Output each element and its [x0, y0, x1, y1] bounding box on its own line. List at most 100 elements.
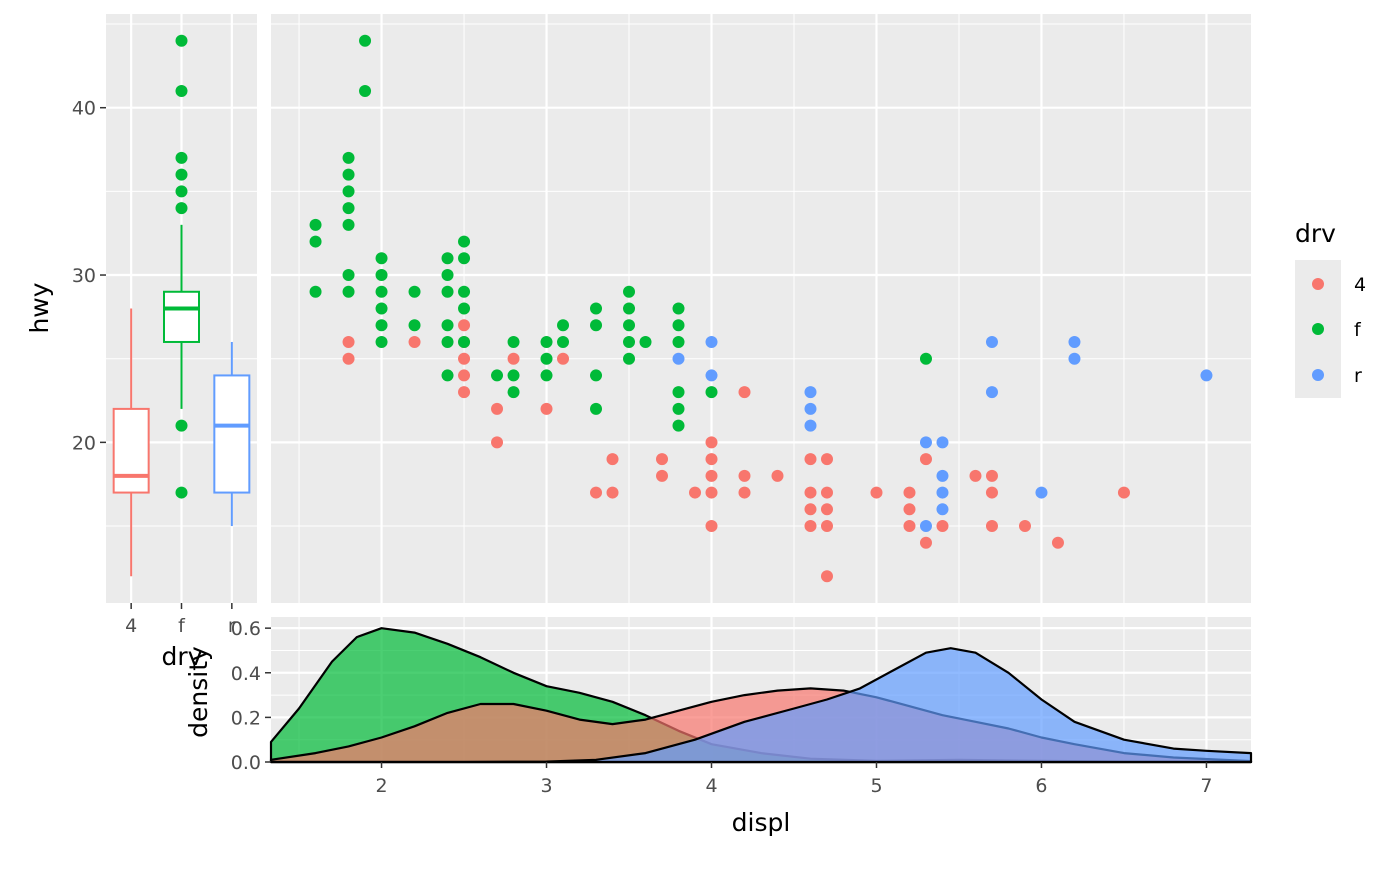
boxplot-y-tick-label: 40 — [72, 98, 96, 120]
scatter-point-r — [936, 469, 949, 482]
scatter-point-4 — [342, 335, 355, 348]
scatter-point-f — [672, 319, 685, 332]
legend-key-4 — [1312, 278, 1324, 290]
density-y-tick-label: 0.2 — [231, 707, 261, 729]
scatter-point-4 — [804, 503, 817, 516]
scatter-point-f — [507, 335, 520, 348]
scatter-point-4 — [820, 520, 833, 533]
scatter-point-4 — [804, 453, 817, 466]
scatter-point-f — [919, 352, 932, 365]
scatter-point-f — [458, 252, 471, 265]
scatter-point-4 — [491, 436, 504, 449]
scatter-point-r — [919, 520, 932, 533]
legend: drv 4 f r — [1295, 219, 1366, 398]
scatter-point-4 — [705, 469, 718, 482]
scatter-point-f — [458, 285, 471, 298]
scatter-point-f — [375, 252, 388, 265]
scatter-point-r — [936, 503, 949, 516]
scatter-point-f — [441, 252, 454, 265]
scatter-point-4 — [870, 486, 883, 499]
scatter-point-r — [705, 369, 718, 382]
density-y-tick-label: 0.0 — [231, 752, 261, 774]
scatter-point-4 — [656, 453, 669, 466]
scatter-point-4 — [1018, 520, 1031, 533]
scatter-point-f — [590, 302, 603, 315]
scatter-point-f — [507, 386, 520, 399]
scatter-point-f — [342, 218, 355, 231]
scatter-point-r — [804, 419, 817, 432]
scatter-point-4 — [705, 453, 718, 466]
scatter-point-f — [359, 84, 372, 97]
scatter-point-f — [590, 319, 603, 332]
scatter-point-4 — [985, 469, 998, 482]
density-y-tick-label: 0.6 — [231, 618, 261, 640]
scatter-point-f — [441, 335, 454, 348]
scatter-point-f — [408, 319, 421, 332]
scatter-point-4 — [820, 570, 833, 583]
scatter-point-f — [590, 369, 603, 382]
scatter-point-f — [623, 302, 636, 315]
scatter-point-4 — [705, 436, 718, 449]
box-outlier-f — [175, 84, 188, 97]
legend-key-r — [1312, 369, 1324, 381]
scatter-point-f — [441, 319, 454, 332]
scatter-point-f — [309, 285, 322, 298]
density-x-tick-label: 2 — [375, 775, 387, 797]
scatter-point-f — [557, 335, 570, 348]
scatter-point-4 — [738, 486, 751, 499]
scatter-point-f — [375, 335, 388, 348]
scatter-point-f — [672, 386, 685, 399]
scatter-point-4 — [985, 486, 998, 499]
density-x-tick-label: 7 — [1200, 775, 1212, 797]
scatter-point-4 — [507, 352, 520, 365]
scatter-point-4 — [540, 402, 553, 415]
scatter-point-4 — [458, 319, 471, 332]
scatter-point-r — [1035, 486, 1048, 499]
scatter-point-r — [936, 436, 949, 449]
scatter-point-f — [458, 235, 471, 248]
boxplot-x-tick-label: r — [228, 615, 236, 637]
scatter-point-f — [623, 352, 636, 365]
scatter-point-4 — [491, 402, 504, 415]
scatter-point-f — [491, 369, 504, 382]
scatter-point-f — [623, 319, 636, 332]
box-f — [163, 290, 200, 343]
box-4 — [112, 407, 150, 494]
scatter-point-f — [309, 218, 322, 231]
scatter-point-4 — [771, 469, 784, 482]
boxplot-x-axis-title: drv — [162, 642, 203, 671]
box-outlier-f — [175, 419, 188, 432]
scatter-point-f — [557, 319, 570, 332]
density-x-axis-title: displ — [732, 808, 791, 837]
scatter-point-f — [672, 302, 685, 315]
scatter-point-4 — [820, 503, 833, 516]
scatter-point-f — [672, 335, 685, 348]
scatter-point-4 — [590, 486, 603, 499]
scatter-point-4 — [689, 486, 702, 499]
density-x-tick-label: 6 — [1035, 775, 1047, 797]
scatter-point-f — [375, 319, 388, 332]
scatter-point-4 — [820, 486, 833, 499]
scatter-point-r — [804, 386, 817, 399]
scatter-point-f — [309, 235, 322, 248]
scatter-point-4 — [820, 453, 833, 466]
scatter-point-4 — [903, 503, 916, 516]
scatter-point-4 — [606, 453, 619, 466]
scatter-point-f — [458, 335, 471, 348]
scatter-point-f — [375, 285, 388, 298]
box-outlier-f — [175, 34, 188, 47]
scatter-point-f — [375, 302, 388, 315]
scatter-point-f — [672, 402, 685, 415]
scatter-point-f — [540, 335, 553, 348]
scatter-point-r — [705, 335, 718, 348]
scatter-point-f — [672, 419, 685, 432]
scatter-point-f — [342, 151, 355, 164]
scatter-point-f — [458, 302, 471, 315]
scatter-point-4 — [919, 536, 932, 549]
scatter-point-4 — [738, 469, 751, 482]
scatter-point-f — [639, 335, 652, 348]
scatter-point-f — [342, 168, 355, 181]
scatter-point-f — [342, 202, 355, 215]
scatter-point-4 — [804, 520, 817, 533]
